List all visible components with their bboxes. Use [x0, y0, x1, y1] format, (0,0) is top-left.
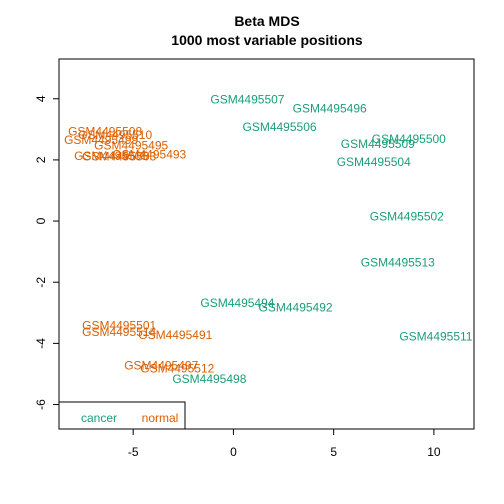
axes: -5 0 5 10 -6 -4 -2 0 2 4: [34, 95, 441, 459]
x-tick-label: -5: [128, 445, 139, 459]
point-label-cancer: GSM4495500: [372, 132, 446, 146]
plot-frame: [58, 58, 475, 430]
x-tick-label: 0: [230, 445, 237, 459]
point-label-normal: GSM4495514: [82, 325, 156, 339]
point-label-normal: GSM4495491: [138, 328, 212, 342]
point-label-normal: GSM4495493: [112, 147, 186, 161]
point-label-cancer: GSM4495502: [370, 210, 444, 224]
legend-entry-cancer: cancer: [81, 411, 117, 425]
point-label-cancer: GSM4495511: [399, 329, 472, 343]
point-label-normal: GSM4495510: [78, 128, 152, 142]
x-tick-label: 10: [427, 445, 441, 459]
y-tick-label: -4: [34, 338, 48, 349]
y-tick-label: -2: [34, 277, 48, 288]
y-tick-label: 0: [34, 217, 48, 224]
x-tick-label: 5: [330, 445, 337, 459]
chart-subtitle: 1000 most variable positions: [171, 32, 363, 48]
point-label-cancer: GSM4495506: [243, 120, 317, 134]
point-label-cancer: GSM4495507: [210, 92, 284, 106]
point-label-normal: GSM4495508: [68, 125, 142, 139]
point-label-cancer: GSM4495496: [293, 102, 367, 116]
point-label-normal: GSM4495512: [140, 362, 214, 376]
point-labels: GSM4495507 GSM4495496 GSM4495506 GSM4495509…: [64, 92, 473, 386]
chart-title: Beta MDS: [234, 13, 299, 29]
point-label-normal: GSM4495501: [82, 319, 156, 333]
point-label-cancer: GSM4495504: [337, 155, 411, 169]
point-label-normal: GSM4495499: [64, 133, 138, 147]
point-label-normal: GSM4495497: [124, 358, 198, 372]
point-label-normal: GSM4495505: [74, 149, 148, 163]
point-label-cancer: GSM4495492: [259, 300, 333, 314]
legend-entry-normal: normal: [142, 411, 179, 425]
point-label-normal: GSM4495495: [94, 138, 168, 152]
point-label-cancer: GSM4495509: [341, 137, 415, 151]
legend: cancer normal: [58, 401, 186, 430]
y-tick-label: 4: [34, 95, 48, 102]
point-label-cancer: GSM4495498: [172, 372, 246, 386]
y-tick-label: -6: [34, 399, 48, 410]
y-tick-label: 2: [34, 156, 48, 163]
legend-box: [58, 401, 186, 430]
point-label-normal: GSM4495503: [82, 150, 156, 164]
point-label-cancer: GSM4495513: [361, 255, 435, 269]
point-label-cancer: GSM4495494: [200, 296, 274, 310]
